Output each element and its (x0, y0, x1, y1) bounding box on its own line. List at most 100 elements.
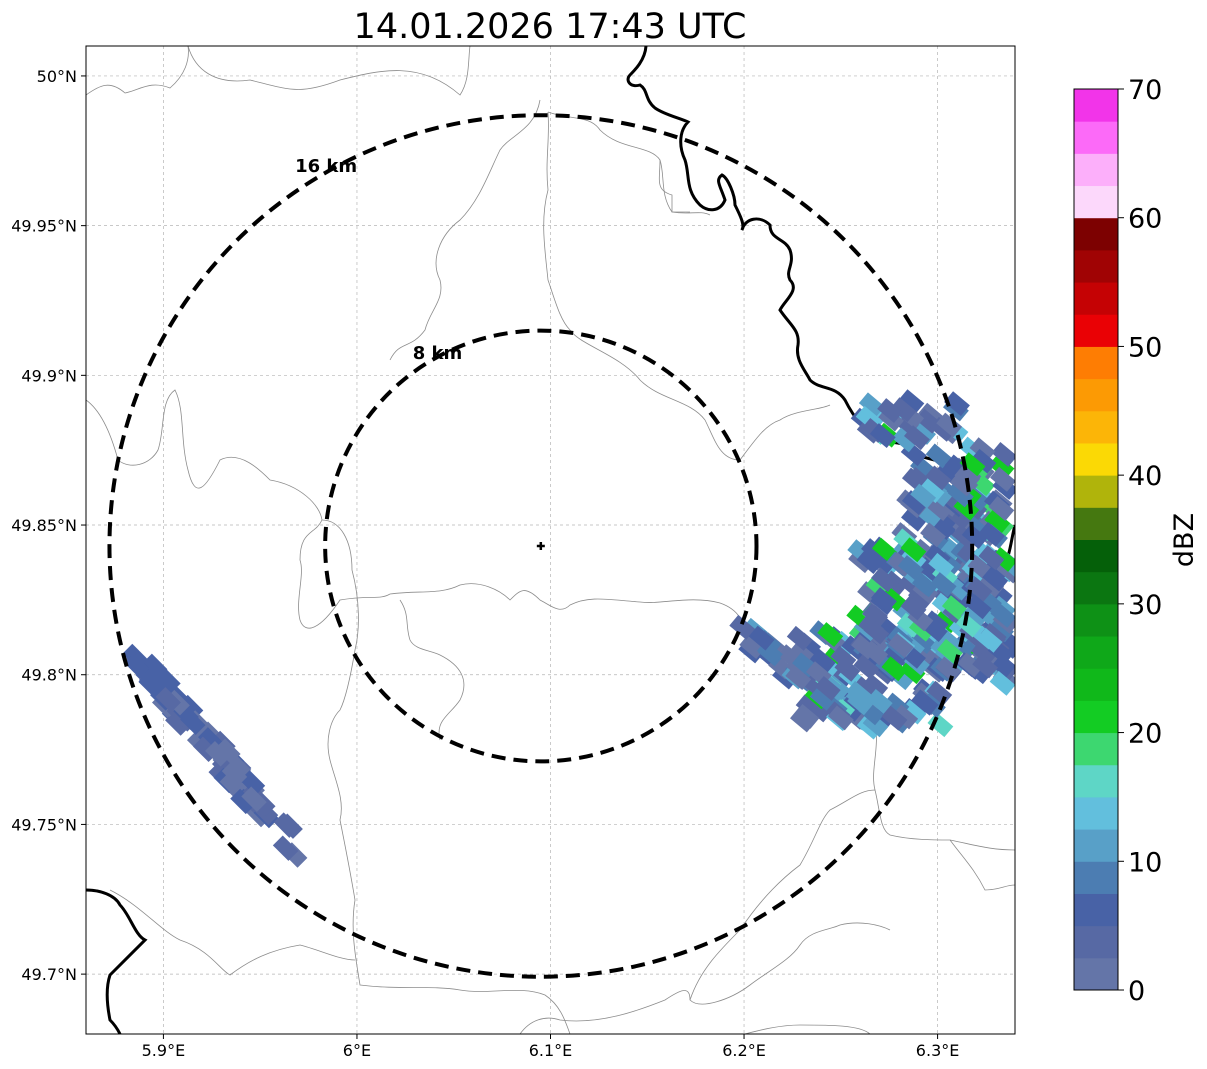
echo-cell (976, 627, 1003, 653)
lat-tick-label: 49.95°N (11, 217, 77, 236)
echo-cell (935, 656, 962, 682)
echo-cell (990, 602, 1015, 628)
colorbar-segment (1074, 700, 1118, 734)
colorbar-segment (1074, 89, 1118, 122)
range-ring-label: 8 km (413, 343, 463, 364)
boundary-line (187, 46, 471, 96)
echo-cell (971, 640, 998, 666)
echo-cell (853, 654, 880, 680)
echo-cell (978, 545, 1005, 571)
echo-cell (947, 482, 974, 508)
echo-cell (978, 521, 1005, 547)
range-ring-label: 16 km (295, 156, 357, 177)
boundary-line (547, 111, 711, 216)
echo-cell (862, 603, 889, 628)
boundary-line (86, 389, 391, 629)
echo-cell (877, 398, 904, 423)
echo-cell (918, 478, 945, 504)
echo-cell (929, 416, 956, 442)
lat-tick-label: 49.7°N (21, 965, 77, 984)
echo-cell (944, 391, 970, 417)
echo-cell (866, 688, 893, 714)
echo-cell (930, 572, 957, 598)
echo-cell (925, 443, 952, 469)
echo-cell (887, 633, 914, 658)
echo-cell (881, 705, 908, 731)
colorbar-segment (1074, 732, 1118, 766)
echo-cell (991, 442, 1015, 467)
colorbar-segment (1074, 957, 1118, 991)
lat-tick-label: 50°N (37, 67, 77, 86)
echo-cell (911, 572, 938, 598)
colorbar-segment (1074, 603, 1118, 637)
colorbar-segment (1074, 571, 1118, 605)
echo-cell (814, 675, 841, 701)
echo-cell (955, 612, 982, 638)
echo-cell (748, 625, 775, 651)
colorbar-segment (1074, 507, 1118, 540)
colorbar-segment (1074, 861, 1118, 894)
echo-cell (155, 686, 181, 713)
boundary-line (321, 519, 571, 1034)
echo-cell (988, 496, 1015, 521)
lon-tick-label: 6.2°E (722, 1041, 766, 1060)
echo-cell (230, 788, 256, 815)
colorbar-segment (1074, 475, 1118, 508)
echo-cell (989, 670, 1015, 696)
colorbar-segment (1074, 153, 1118, 187)
colorbar-segment (1074, 829, 1118, 862)
echo-cell (903, 425, 930, 451)
colorbar-tick-label: 70 (1128, 75, 1162, 106)
echo-cell (827, 705, 854, 731)
lat-tick-label: 49.85°N (11, 516, 77, 535)
echo-cell (883, 643, 909, 669)
lon-tick-label: 6°E (343, 1041, 371, 1060)
echo-cell (901, 506, 927, 532)
echo-cell (862, 673, 889, 699)
echo-cell (957, 652, 984, 678)
colorbar-segment (1074, 346, 1118, 380)
echo-cell (138, 670, 165, 696)
colorbar-segment (1074, 539, 1118, 573)
echo-cell (899, 659, 926, 685)
echo-cell (817, 622, 844, 647)
echo-cell (215, 738, 241, 764)
boundary-line (109, 889, 356, 976)
colorbar-label: dBZ (1169, 513, 1200, 567)
colorbar-segment (1074, 764, 1118, 798)
echo-cell (891, 427, 918, 453)
colorbar-segment (1074, 282, 1118, 315)
colorbar-tick-label: 50 (1128, 332, 1162, 363)
echo-cell (901, 490, 928, 515)
echo-cell (990, 466, 1015, 492)
echo-cell (241, 786, 267, 812)
echo-cell (870, 549, 897, 575)
echo-cell (809, 648, 836, 674)
colorbar-segment (1074, 378, 1118, 412)
echo-cell (900, 537, 927, 563)
echo-cell (786, 625, 813, 651)
echo-cell (793, 703, 820, 729)
range-ring-8km (323, 328, 759, 764)
colorbar-segment (1074, 442, 1118, 476)
colorbar-tick-label: 10 (1128, 847, 1162, 878)
boundary-line (389, 99, 541, 361)
echo-cell (960, 604, 987, 630)
echo-cell (809, 685, 836, 711)
boundary-line (658, 159, 690, 213)
colorbar-segment (1074, 668, 1118, 701)
echo-cell (862, 640, 889, 666)
echo-cell (180, 709, 206, 736)
echo-cell (900, 595, 927, 621)
lat-tick-label: 49.9°N (21, 366, 77, 385)
colorbar-frame (1073, 88, 1119, 991)
echo-cell (959, 452, 986, 478)
echo-cell (892, 704, 919, 730)
echo-cell (277, 813, 303, 839)
echo-cell (970, 448, 997, 474)
boundary-line (389, 583, 744, 631)
echo-cell (969, 437, 996, 463)
colorbar-segment (1074, 925, 1118, 959)
echo-cell (124, 652, 150, 679)
